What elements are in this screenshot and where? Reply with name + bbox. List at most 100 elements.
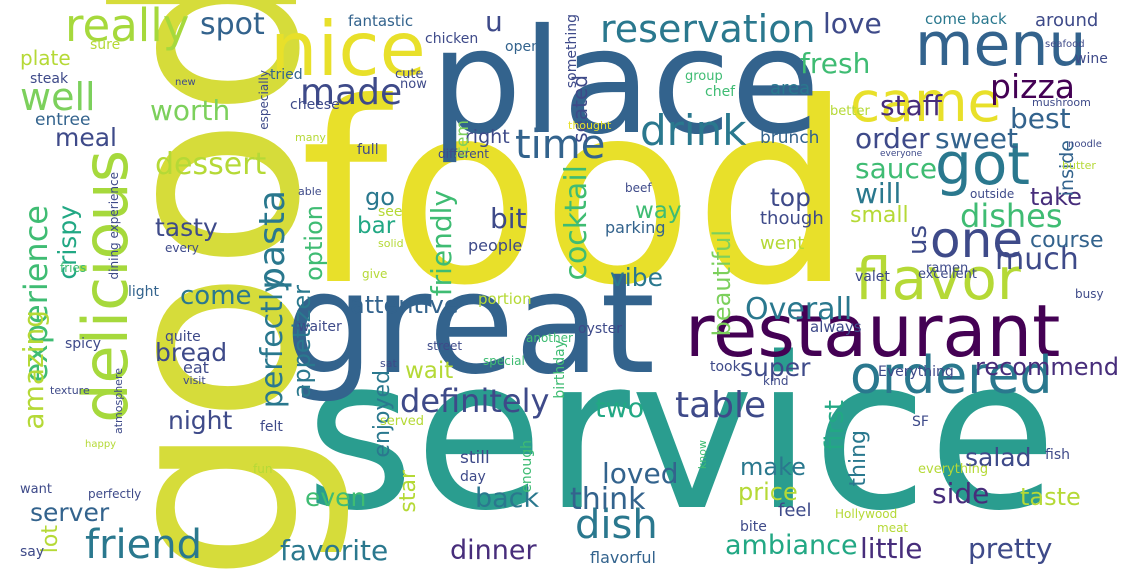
- cloud-word: fresh: [800, 47, 871, 80]
- cloud-word: even: [305, 483, 367, 512]
- cloud-word: friend: [85, 522, 202, 568]
- cloud-word: staff: [880, 89, 943, 122]
- cloud-word: side: [932, 477, 990, 510]
- cloud-word: really: [65, 0, 190, 52]
- cloud-word: different: [438, 147, 489, 161]
- cloud-word: Overall: [745, 292, 853, 327]
- cloud-word: wait: [405, 358, 454, 384]
- cloud-word: outside: [970, 187, 1015, 201]
- cloud-word: ambiance: [725, 530, 858, 561]
- cloud-word: course: [1030, 228, 1104, 253]
- cloud-word: place: [430, 0, 821, 167]
- cloud-word: worth: [150, 94, 231, 127]
- cloud-word: light: [128, 284, 160, 300]
- cloud-word: see: [378, 204, 403, 220]
- cloud-word: beef: [625, 181, 652, 195]
- cloud-word: dish: [575, 502, 658, 548]
- cloud-word: order: [855, 122, 930, 155]
- cloud-word: entree: [35, 110, 91, 130]
- cloud-word: flavorful: [590, 548, 656, 567]
- cloud-word: taste: [1020, 483, 1081, 511]
- cloud-word: meal: [55, 123, 117, 152]
- cloud-word: definitely: [400, 382, 550, 420]
- cloud-word: area: [770, 78, 811, 99]
- cloud-word: make: [740, 453, 806, 481]
- cloud-word: thought: [568, 119, 612, 132]
- cloud-word: right: [465, 126, 510, 148]
- cloud-word: top: [770, 183, 811, 212]
- cloud-word: price: [738, 478, 798, 506]
- cloud-word: texture: [50, 384, 90, 397]
- cloud-word: seafood: [1045, 39, 1085, 50]
- cloud-word: many: [295, 131, 326, 144]
- cloud-word: perfectly: [255, 275, 290, 409]
- cloud-word: atmosphere: [112, 368, 125, 434]
- cloud-word: cocktail: [559, 165, 594, 281]
- cloud-word: portion: [478, 290, 532, 308]
- cloud-word: new: [175, 77, 196, 88]
- cloud-word: though: [760, 208, 824, 229]
- cloud-word: bread: [155, 338, 228, 367]
- cloud-word: best: [1010, 102, 1071, 135]
- cloud-word: oyster: [578, 321, 623, 337]
- cloud-word: waiter: [298, 319, 342, 335]
- cloud-word: sauce: [855, 152, 938, 185]
- cloud-word: think: [570, 482, 646, 517]
- cloud-word: us: [903, 225, 933, 256]
- cloud-word: steak: [30, 71, 69, 87]
- cloud-word: Hollywood: [835, 507, 898, 521]
- cloud-word: amazing: [17, 310, 50, 430]
- cloud-word: kind: [763, 374, 789, 388]
- cloud-word: everything: [918, 462, 989, 477]
- cloud-word: street: [427, 339, 463, 353]
- cloud-word: well: [20, 75, 96, 119]
- cloud-word: spot: [200, 7, 265, 42]
- cloud-word: small: [850, 203, 909, 228]
- cloud-word: meat: [877, 521, 909, 535]
- cloud-word: full: [357, 142, 379, 158]
- cloud-word: drink: [640, 106, 747, 155]
- cloud-word: pretty: [968, 532, 1053, 565]
- cloud-word: tasty: [155, 213, 218, 242]
- cloud-word: food: [300, 49, 853, 340]
- cloud-word: now: [400, 77, 427, 92]
- cloud-word: busy: [1075, 287, 1104, 301]
- cloud-word: plate: [20, 46, 71, 70]
- cloud-word: little: [860, 532, 923, 565]
- cloud-word: go: [365, 183, 395, 211]
- cloud-word: sat: [380, 357, 397, 370]
- cloud-word: still: [460, 448, 490, 468]
- cloud-word: parking: [605, 218, 666, 237]
- cloud-word: will: [855, 177, 902, 210]
- cloud-word: loved: [602, 457, 679, 490]
- cloud-word: friendly: [425, 190, 458, 297]
- cloud-word: made: [300, 72, 403, 113]
- cloud-word: table: [675, 385, 767, 426]
- cloud-word: tried: [270, 67, 303, 83]
- cloud-word: appetizer: [288, 285, 316, 399]
- cloud-word: service: [305, 312, 1058, 557]
- cloud-word: fries: [60, 261, 87, 275]
- cloud-word: took: [710, 359, 741, 375]
- cloud-word: back: [475, 483, 540, 514]
- cloud-word: got: [935, 130, 1031, 198]
- cloud-word: much: [995, 242, 1079, 277]
- cloud-word: enough: [519, 440, 535, 493]
- cloud-word: ordered: [850, 346, 1053, 406]
- cloud-word: every: [165, 241, 199, 255]
- cloud-word: feel: [778, 500, 812, 521]
- cloud-word: give: [362, 267, 388, 281]
- cloud-word: went: [760, 233, 805, 254]
- cloud-word: option: [300, 205, 328, 281]
- cloud-word: brunch: [760, 128, 820, 148]
- cloud-word: people: [468, 236, 523, 255]
- cloud-word: solid: [378, 237, 404, 250]
- cloud-word: reservation: [600, 7, 816, 51]
- cloud-word: always: [810, 318, 862, 336]
- cloud-word: way: [635, 198, 682, 224]
- cloud-word: visit: [183, 374, 206, 387]
- cloud-word: open: [505, 39, 540, 55]
- cloud-word: dining experience: [107, 172, 121, 280]
- cloud-word: want: [20, 482, 52, 497]
